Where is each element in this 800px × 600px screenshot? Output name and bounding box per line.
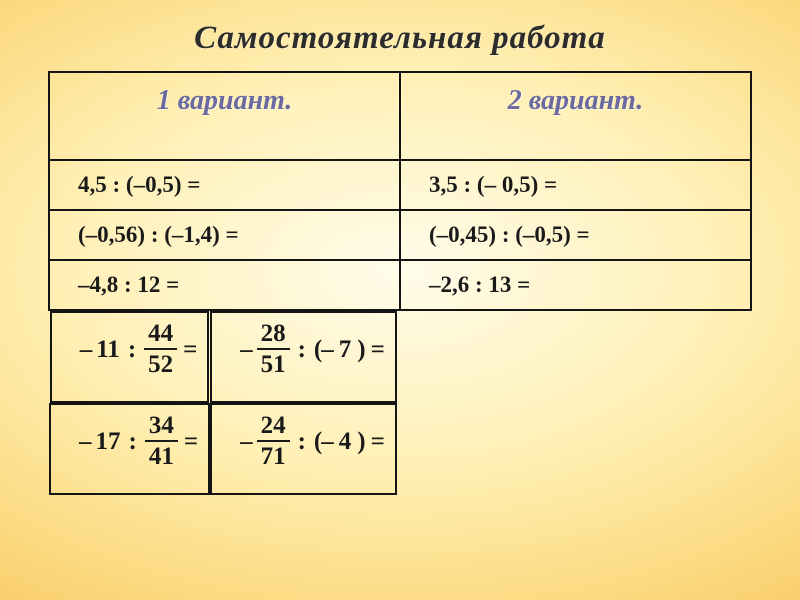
numerator: 24 — [257, 413, 290, 440]
minus-sign: – — [79, 429, 92, 454]
denominator: 51 — [257, 348, 290, 377]
division-colon: : — [127, 429, 139, 454]
cell-v1-r5: – 28 51 : (– 7 ) = — [210, 311, 397, 403]
cell-v1-r2: (–0,56) : (–1,4) = — [49, 210, 400, 260]
variant-1-header: 1 вариант. — [49, 72, 400, 160]
fraction: 24 71 — [257, 413, 290, 469]
paren-open: (– — [314, 337, 333, 362]
denominator: 52 — [144, 348, 177, 377]
denominator: 41 — [145, 440, 178, 469]
minus-sign: – — [240, 337, 253, 362]
table-header-row: 1 вариант. 2 вариант. — [49, 72, 751, 160]
paren-open: (– — [314, 429, 333, 454]
variant-2-header: 2 вариант. — [400, 72, 751, 160]
minus-sign: – — [80, 337, 93, 362]
work-table: 1 вариант. 2 вариант. 4,5 : (–0,5) = 3,5… — [48, 71, 752, 495]
division-colon: : — [126, 337, 138, 362]
whole-number: 17 — [96, 429, 121, 454]
cell-v2-r5: – 24 71 : (– 4 ) = — [210, 403, 397, 495]
fraction: 34 41 — [145, 413, 178, 469]
whole-number: 11 — [96, 337, 120, 362]
paren-close: ) — [357, 429, 364, 454]
math-expression: – 17 : 34 41 = — [79, 413, 198, 469]
slide: Самостоятельная работа 1 вариант. 2 вари… — [0, 0, 800, 600]
table-row: 4,5 : (–0,5) = 3,5 : (– 0,5) = — [49, 160, 751, 210]
paren-close: ) — [357, 337, 364, 362]
cell-v2-r4: – 17 : 34 41 = — [49, 403, 210, 495]
equals-sign: = — [371, 337, 385, 362]
denominator: 71 — [257, 440, 290, 469]
math-expression: – 11 : 44 52 = — [80, 321, 198, 377]
table-row: – 28 51 : (– 7 ) = – 24 71 — [210, 311, 397, 495]
numerator: 28 — [257, 321, 290, 348]
integer-divisor: 7 — [339, 337, 352, 362]
numerator: 34 — [145, 413, 178, 440]
fraction: 44 52 — [144, 321, 177, 377]
division-colon: : — [296, 337, 308, 362]
cell-v1-r4: – 11 : 44 52 = — [50, 311, 210, 403]
minus-sign: – — [240, 429, 253, 454]
table-row: (–0,56) : (–1,4) = (–0,45) : (–0,5) = — [49, 210, 751, 260]
fraction: 28 51 — [257, 321, 290, 377]
division-colon: : — [296, 429, 308, 454]
cell-v1-r1: 4,5 : (–0,5) = — [49, 160, 400, 210]
numerator: 44 — [144, 321, 177, 348]
equals-sign: = — [183, 337, 197, 362]
table-row: –4,8 : 12 = –2,6 : 13 = — [49, 260, 751, 310]
cell-v2-r3: –2,6 : 13 = — [400, 260, 751, 310]
math-expression: – 28 51 : (– 7 ) = — [240, 321, 385, 377]
cell-v2-r1: 3,5 : (– 0,5) = — [400, 160, 751, 210]
cell-v1-r3: –4,8 : 12 = — [49, 260, 400, 310]
equals-sign: = — [371, 429, 385, 454]
equals-sign: = — [184, 429, 198, 454]
math-expression: – 24 71 : (– 4 ) = — [240, 413, 385, 469]
table-row: – 11 : 44 52 = – 17 : 34 41 — [49, 311, 210, 495]
cell-v2-r2: (–0,45) : (–0,5) = — [400, 210, 751, 260]
page-title: Самостоятельная работа — [48, 20, 752, 57]
integer-divisor: 4 — [339, 429, 352, 454]
